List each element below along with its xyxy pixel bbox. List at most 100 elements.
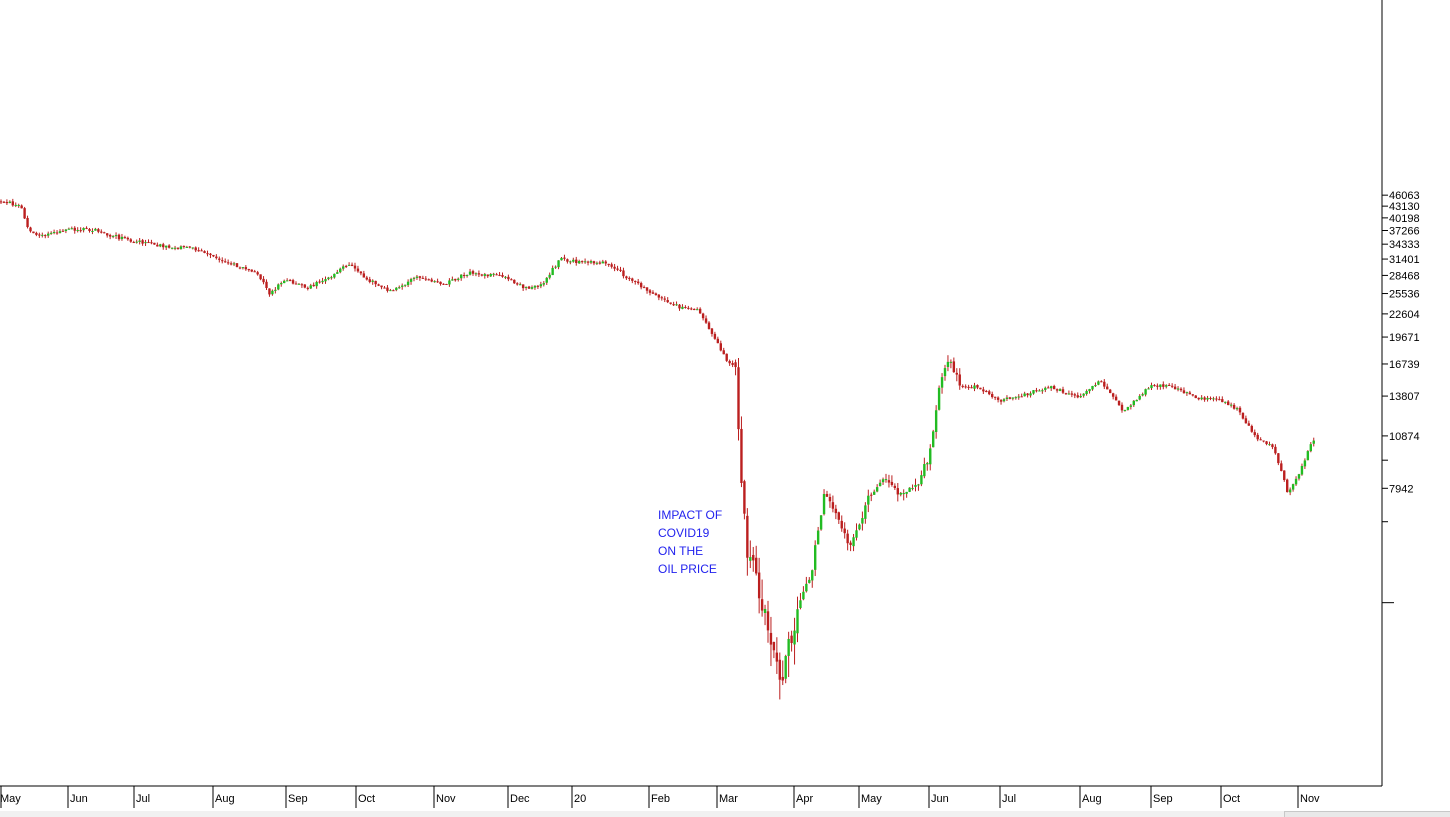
- candle-up: [120, 236, 124, 240]
- candle-down: [790, 635, 793, 644]
- candle-down: [312, 284, 315, 287]
- candle-up: [285, 280, 289, 282]
- candle-down: [418, 276, 422, 278]
- candle-down: [1247, 423, 1251, 426]
- candle-up: [681, 306, 684, 309]
- candle-up: [578, 261, 581, 264]
- candle-up: [793, 630, 796, 645]
- candle-down: [132, 242, 135, 244]
- candle-down: [73, 227, 76, 231]
- y-tick-label: 13807: [1389, 391, 1420, 403]
- candle-up: [232, 263, 236, 265]
- candle-down: [436, 281, 439, 283]
- candle-up: [1200, 397, 1203, 400]
- candle-down: [616, 268, 619, 270]
- candle-down: [1194, 395, 1197, 399]
- candle-down: [993, 396, 997, 398]
- candle-down: [1241, 412, 1245, 419]
- candle-down: [693, 308, 696, 311]
- candle-down: [698, 308, 702, 314]
- candle-down: [38, 234, 41, 236]
- candle-up: [917, 484, 920, 486]
- candle-down: [716, 338, 720, 344]
- candle-down: [672, 304, 675, 306]
- candle-up: [524, 287, 528, 289]
- candle-up: [583, 261, 587, 263]
- scroll-handle[interactable]: [1284, 811, 1450, 817]
- candle-down: [1238, 407, 1242, 413]
- candle-down: [1253, 432, 1256, 436]
- candle-down: [631, 278, 634, 281]
- candle-down: [439, 281, 442, 285]
- candle-down: [1008, 397, 1012, 399]
- candle-up: [569, 261, 572, 263]
- candle-down: [964, 386, 967, 388]
- candle-down: [318, 281, 321, 283]
- candle-down: [952, 361, 956, 373]
- candle-down: [1020, 396, 1023, 398]
- x-tick-label: Apr: [796, 793, 813, 805]
- candle-up: [47, 233, 50, 236]
- candle-up: [1044, 387, 1047, 390]
- candle-down: [1055, 389, 1059, 391]
- candle-down: [380, 285, 383, 288]
- y-tick-label: 16739: [1389, 359, 1420, 371]
- candle-up: [1291, 484, 1295, 490]
- candle-up: [855, 530, 858, 538]
- candle-up: [395, 287, 398, 291]
- candle-up: [52, 232, 56, 234]
- candle-down: [1232, 404, 1236, 409]
- candle-down: [209, 253, 212, 256]
- candle-up: [49, 232, 53, 234]
- candle-down: [141, 240, 144, 244]
- y-tick-label: 34333: [1389, 239, 1420, 251]
- candle-down: [1191, 394, 1194, 396]
- annotation-line-2: COVID19: [658, 526, 710, 540]
- candle-up: [934, 410, 938, 432]
- candle-down: [760, 599, 764, 611]
- candle-up: [1050, 386, 1053, 389]
- candle-down: [707, 322, 711, 329]
- candle-up: [1079, 395, 1082, 398]
- candle-up: [173, 247, 177, 249]
- y-tick-label: 22604: [1389, 309, 1420, 321]
- x-tick-label: May: [0, 793, 21, 805]
- candle-up: [82, 228, 85, 231]
- candle-up: [371, 280, 374, 282]
- candle-down: [377, 284, 380, 286]
- candle-down: [825, 493, 829, 497]
- candle-down: [501, 275, 504, 277]
- candle-down: [1061, 389, 1065, 393]
- candle-up: [932, 431, 935, 448]
- candle-up: [1138, 395, 1141, 400]
- candle-up: [819, 515, 823, 530]
- candle-up: [191, 247, 194, 249]
- candle-down: [781, 676, 784, 681]
- candle-down: [1117, 400, 1121, 406]
- candle-up: [17, 205, 20, 207]
- candle-up: [283, 280, 286, 284]
- candle-down: [0, 201, 3, 203]
- candle-down: [521, 284, 525, 289]
- candle-down: [150, 242, 153, 244]
- candle-up: [1123, 410, 1127, 412]
- candle-up: [881, 479, 885, 483]
- candle-down: [1265, 441, 1268, 445]
- chart-frame: [0, 0, 1383, 787]
- x-tick-label: Nov: [1300, 793, 1320, 805]
- candle-down: [97, 229, 100, 232]
- candle-down: [480, 274, 484, 276]
- candle-down: [235, 263, 239, 268]
- candle-down: [32, 231, 35, 234]
- candle-down: [1188, 392, 1192, 395]
- candle-down: [513, 279, 516, 284]
- candle-up: [884, 479, 888, 481]
- x-tick-label: Aug: [1082, 793, 1102, 805]
- candle-up: [315, 281, 318, 287]
- candle-up: [1229, 404, 1233, 406]
- candle-up: [554, 266, 557, 268]
- candle-up: [409, 279, 413, 282]
- candle-down: [442, 283, 445, 285]
- candle-up: [324, 279, 327, 282]
- candle-up: [1159, 384, 1162, 387]
